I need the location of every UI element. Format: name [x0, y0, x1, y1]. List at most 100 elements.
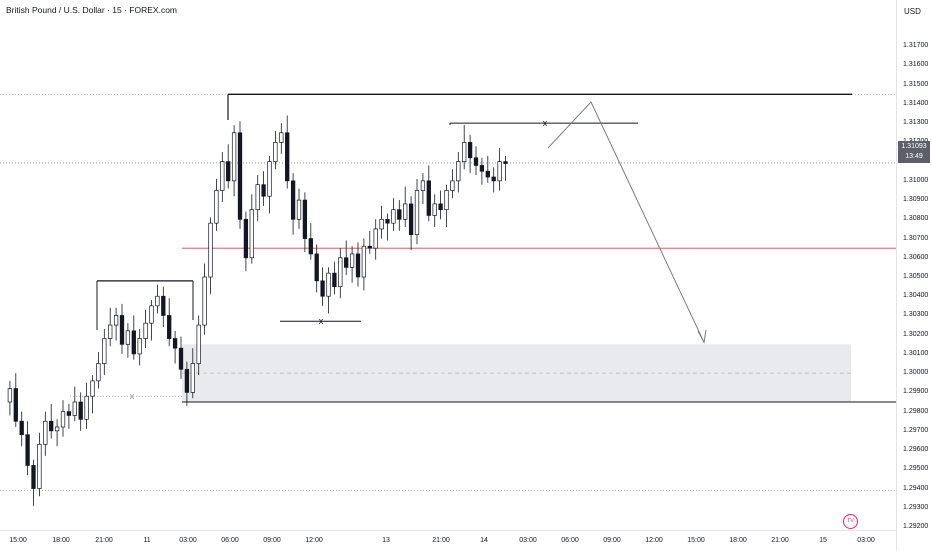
price-tick-label: 1.29500: [903, 465, 929, 473]
candle-body: [60, 411, 66, 428]
candle-body: [314, 253, 319, 282]
time-tick-label: 11: [143, 537, 151, 544]
candle-body: [78, 401, 83, 420]
candle-body: [296, 199, 302, 220]
time-tick-label: 13: [382, 537, 390, 544]
candle: [78, 392, 83, 431]
candle: [273, 130, 278, 170]
candle-body: [332, 272, 337, 287]
candle-body: [403, 203, 408, 220]
bar-countdown: 13:49: [905, 153, 923, 160]
candle-body: [13, 388, 18, 422]
candle: [231, 125, 237, 197]
candle: [456, 152, 461, 193]
candle: [373, 219, 378, 260]
candle: [420, 173, 426, 204]
candle: [7, 380, 13, 416]
projection-path: [547, 101, 705, 343]
candle-body: [226, 161, 231, 182]
candle-body: [473, 157, 479, 166]
time-tick-label: 09:00: [603, 537, 621, 544]
candle-body: [19, 420, 24, 436]
candle: [13, 373, 18, 427]
candle-body: [196, 324, 201, 364]
candle: [261, 171, 266, 206]
price-tick-label: 1.30200: [903, 330, 929, 338]
time-axis[interactable]: 15:00 18:00 21:00 11 03:00 06:00 09:00 12:00 13 2…: [0, 530, 896, 551]
price-tick-label: 1.30000: [903, 369, 929, 377]
price-tick-label: 1.31000: [903, 176, 929, 184]
candle: [54, 419, 60, 447]
price-tick-label: 1.29200: [903, 523, 929, 530]
candle: [208, 217, 213, 295]
candle: [349, 246, 355, 283]
candle: [72, 386, 77, 422]
candle: [226, 144, 231, 189]
candle: [285, 115, 290, 189]
candle-body: [367, 245, 372, 249]
candle-body: [285, 132, 290, 182]
candle-body: [444, 190, 449, 211]
price-tick-label: 1.29700: [903, 426, 929, 434]
time-tick-label: 03:00: [179, 537, 197, 544]
candle-body: [37, 443, 42, 489]
candle: [66, 403, 72, 429]
candle-body: [338, 257, 343, 287]
time-tick-label: 21:00: [95, 537, 113, 544]
price-tick-label: 1.31400: [903, 99, 929, 107]
chart-pane[interactable]: x x x British Pound / U.S. Dollar · 15 · F…: [0, 0, 896, 530]
candle: [326, 267, 331, 314]
candle-body: [167, 315, 172, 339]
candle: [178, 336, 184, 379]
candle: [367, 230, 372, 254]
demand-zone: [182, 344, 851, 402]
x-marker-swing-low: x: [319, 316, 324, 326]
candle-body: [261, 184, 266, 197]
time-tick-label: 21:00: [432, 537, 450, 544]
candle: [131, 315, 136, 360]
candle: [302, 192, 308, 252]
candle-body: [408, 203, 414, 236]
time-tick-label: 12:00: [305, 537, 323, 544]
time-tick-label: 03:00: [857, 537, 875, 544]
time-tick-label: 09:00: [263, 537, 281, 544]
candle: [161, 286, 166, 327]
time-tick-label: 12:00: [645, 537, 663, 544]
last-price-tag: 1.31093 13:49: [898, 141, 930, 163]
price-axis[interactable]: 1.317001.316001.315001.314001.313001.312…: [896, 0, 932, 550]
candle-body: [462, 142, 467, 162]
candle: [450, 169, 455, 199]
candle-body: [31, 465, 36, 489]
candle-body: [149, 305, 154, 324]
candle-body: [161, 295, 166, 316]
candle-body: [420, 180, 426, 191]
candle: [462, 125, 467, 170]
price-tick-label: 1.31600: [903, 61, 929, 69]
price-tick-label: 1.29400: [903, 484, 929, 492]
time-tick-label: 15: [819, 537, 827, 544]
candle: [84, 382, 89, 429]
candle-body: [208, 222, 213, 278]
time-tick-label: 18:00: [729, 537, 747, 544]
currency-label[interactable]: USD: [904, 7, 921, 16]
candle: [108, 307, 113, 347]
price-tick-label: 1.31300: [903, 119, 929, 127]
candle: [190, 348, 195, 399]
candle-body: [385, 218, 390, 224]
candle: [314, 244, 319, 293]
candle: [479, 157, 485, 185]
tradingview-logo-icon[interactable]: TV: [843, 514, 858, 529]
candle-body: [178, 347, 184, 370]
candle-body: [96, 363, 101, 382]
candle: [279, 123, 284, 154]
candle-body: [66, 411, 72, 416]
candle: [125, 323, 131, 358]
time-tick-label: 15:00: [9, 537, 27, 544]
candle: [119, 303, 125, 354]
candle-body: [43, 420, 48, 445]
candle: [503, 155, 508, 181]
candle-body: [237, 132, 243, 220]
time-tick-label: 06:00: [561, 537, 579, 544]
candle: [102, 328, 107, 376]
price-chart[interactable]: x x x: [0, 0, 896, 530]
